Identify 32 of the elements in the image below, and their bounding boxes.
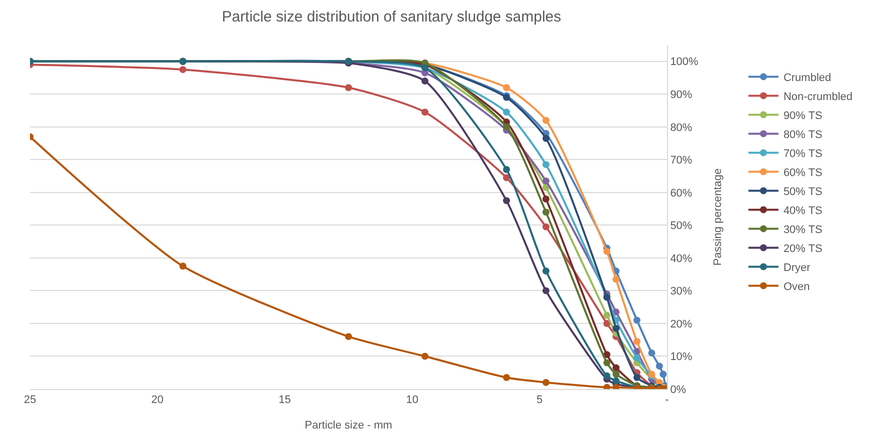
legend-label: 20% TS: [783, 242, 822, 255]
x-tick-label: 20: [151, 394, 164, 406]
y-tick-label: 50%: [670, 220, 692, 232]
legend-label: 80% TS: [783, 128, 822, 141]
legend-label: Non-crumbled: [783, 90, 853, 103]
y-tick-label: 80%: [670, 122, 692, 134]
legend-label: 50% TS: [783, 186, 822, 198]
y-tick-label: 20%: [670, 318, 692, 330]
legend-label: 70% TS: [783, 148, 822, 160]
x-tick-label: -: [665, 394, 670, 406]
x-tick-label: 10: [406, 394, 418, 406]
chart-title: Particle size distribution of sanitary sludge samples: [222, 8, 562, 26]
legend-label: 30% TS: [783, 224, 822, 236]
legend-label: 40% TS: [783, 204, 822, 217]
x-tick-label: 25: [24, 394, 36, 406]
x-axis-title: Particle size - mm: [304, 419, 392, 432]
y-axis-title: Passing percentage: [712, 168, 724, 266]
x-tick-label: 5: [536, 394, 543, 406]
legend-label: Dryer: [783, 262, 811, 274]
y-tick-label: 40%: [670, 252, 692, 265]
y-tick-label: 60%: [670, 187, 692, 200]
x-tick-label: 15: [278, 394, 291, 406]
y-tick-label: 100%: [670, 56, 699, 68]
y-tick-label: 10%: [670, 351, 692, 364]
legend-label: Crumbled: [783, 72, 832, 84]
y-tick-label: 30%: [670, 286, 692, 298]
y-tick-label: 70%: [670, 154, 692, 167]
y-tick-label: 0%: [670, 384, 686, 396]
legend-label: 60% TS: [783, 166, 822, 179]
legend-label: Oven: [783, 280, 810, 293]
y-tick-label: 90%: [670, 88, 692, 101]
legend-label: 90% TS: [783, 110, 822, 122]
